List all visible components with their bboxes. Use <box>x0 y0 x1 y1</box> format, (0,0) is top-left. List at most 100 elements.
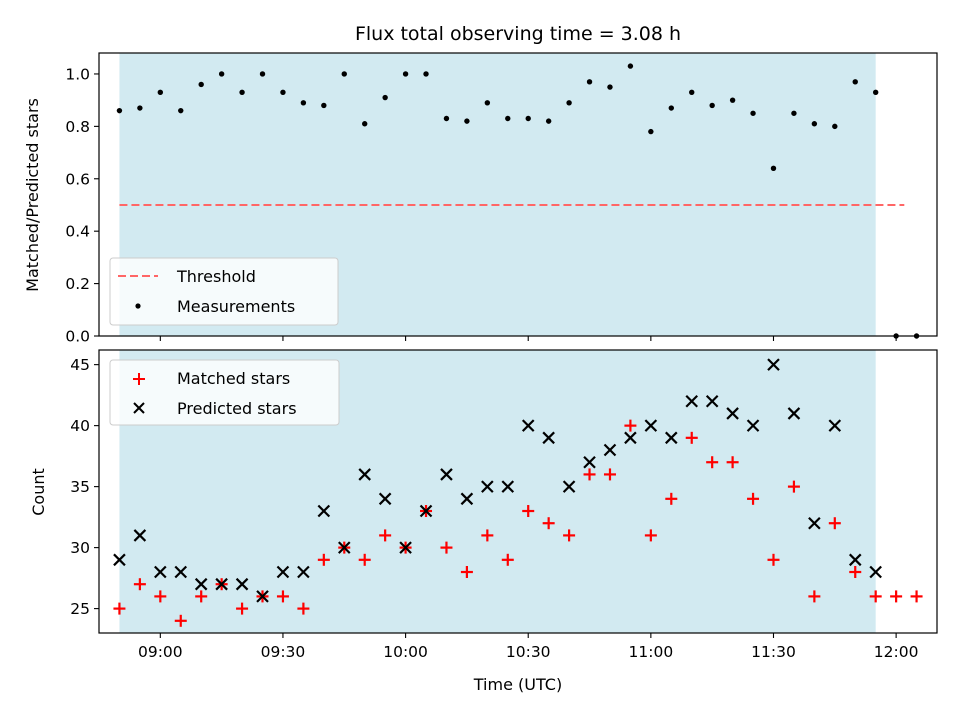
matched-point <box>113 602 126 615</box>
predicted-point <box>194 577 208 591</box>
predicted-point <box>665 431 678 445</box>
predicted-point <box>521 419 535 432</box>
ratio-y-tick-label: 1.0 <box>65 65 90 83</box>
matched-point <box>297 602 310 615</box>
matched-point <box>522 505 535 518</box>
ratio-legend-box <box>109 257 339 326</box>
measurement-point <box>362 121 368 127</box>
measurement-point <box>443 115 450 122</box>
ratio-panel: 0.0 0.2 0.4 0.6 0.8 1.0 Flux total observing … <box>23 23 938 346</box>
count-legend-box <box>109 359 340 426</box>
matched-point <box>706 456 719 469</box>
count-plot-area <box>113 358 923 627</box>
count-y-tick-label: 25 <box>70 600 90 618</box>
measurement-point <box>280 89 286 96</box>
measurement-point <box>627 63 634 69</box>
x-tick-label: 11:30 <box>751 643 796 661</box>
predicted-point <box>399 541 412 554</box>
measurement-point <box>464 118 470 124</box>
matched-point <box>358 553 371 566</box>
predicted-point <box>133 529 147 542</box>
x-tick-label: 10:00 <box>383 643 428 661</box>
x-tick-label: 12:00 <box>874 643 919 661</box>
matched-point <box>236 602 249 615</box>
x-axis-label: Time (UTC) <box>473 675 562 694</box>
measurement-point <box>872 89 879 96</box>
matched-point <box>603 468 616 481</box>
predicted-point <box>440 468 453 481</box>
measurement-point <box>689 89 695 96</box>
predicted-point <box>501 480 515 493</box>
predicted-point <box>337 541 351 554</box>
ratio-y-tick-label: 0.6 <box>65 170 90 188</box>
predicted-point <box>767 358 780 371</box>
measurement-point <box>423 71 429 77</box>
matched-point <box>583 468 596 481</box>
matched-point <box>317 553 330 566</box>
matched-point <box>133 578 146 591</box>
ratio-y-tick-label: 0.4 <box>65 223 90 241</box>
matched-point <box>726 456 739 469</box>
ratio-x-ticks <box>159 336 897 341</box>
measurement-point <box>648 128 654 135</box>
predicted-point <box>215 577 228 591</box>
predicted-point <box>378 492 392 506</box>
matched-legend-swatch <box>133 373 145 385</box>
count-y-tick-label: 35 <box>70 478 90 496</box>
predicted-point <box>113 553 126 567</box>
measurement-point <box>157 89 164 96</box>
matched-point <box>154 590 167 603</box>
measurement-point <box>750 110 756 116</box>
predicted-point <box>603 443 617 457</box>
predicted-point <box>358 468 371 481</box>
legend-threshold-label: Threshold <box>176 267 256 286</box>
matched-point <box>542 517 555 530</box>
predicted-point <box>174 565 188 579</box>
predicted-point <box>460 492 474 506</box>
count-legend: Matched stars Predicted stars <box>109 359 340 426</box>
x-tick-label: 11:00 <box>629 643 674 661</box>
matched-point <box>747 492 760 505</box>
matched-point <box>195 590 208 603</box>
measurement-point <box>341 71 347 77</box>
measurement-point <box>729 97 736 103</box>
count-x-ticks: 09:00 09:30 10:00 10:30 11:00 11:30 12:00 <box>138 633 918 661</box>
predicted-point <box>154 565 167 579</box>
legend-matched-label: Matched stars <box>177 369 290 388</box>
matched-point <box>644 529 657 542</box>
predicted-point <box>787 407 801 420</box>
matched-point <box>828 517 841 530</box>
measurement-point <box>852 79 858 85</box>
measurement-point <box>300 100 307 106</box>
ratio-legend: Threshold Measurements <box>109 257 339 326</box>
matched-point <box>174 614 187 627</box>
matched-point <box>563 529 576 542</box>
predicted-point <box>542 431 555 445</box>
ratio-axes-frame <box>98 52 938 337</box>
predicted-point <box>726 407 739 420</box>
ratio-plot-area <box>116 63 920 339</box>
ratio-y-ticks: 0.0 0.2 0.4 0.6 0.8 1.0 <box>65 65 99 346</box>
count-axes-frame <box>98 349 938 634</box>
measurement-point <box>832 123 838 130</box>
x-tick-label: 09:00 <box>138 643 183 661</box>
chart-title: Flux total observing time = 3.08 h <box>355 23 681 45</box>
count-y-tick-label: 30 <box>70 539 90 557</box>
measurement-point <box>484 100 491 106</box>
matched-point <box>890 590 903 603</box>
measurement-point <box>545 118 552 124</box>
predicted-point <box>828 419 842 432</box>
measurement-point <box>402 71 409 77</box>
matched-point <box>460 566 473 579</box>
ratio-y-tick-label: 0.8 <box>65 118 90 136</box>
matched-point <box>276 590 289 603</box>
predicted-point <box>705 394 719 408</box>
predicted-legend-swatch <box>133 402 145 414</box>
matched-point <box>624 419 637 432</box>
matched-point <box>869 590 882 603</box>
count-y-axis-label: Count <box>29 468 48 516</box>
matched-point <box>440 541 453 554</box>
matched-point <box>910 590 923 603</box>
predicted-point <box>562 480 576 493</box>
